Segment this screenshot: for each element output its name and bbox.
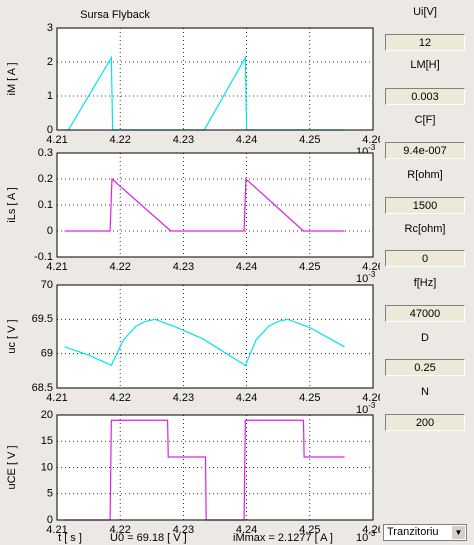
field-input[interactable]: 200 bbox=[385, 414, 465, 431]
field-label: C[F] bbox=[414, 114, 436, 126]
y-tick-label: 70 bbox=[41, 279, 53, 291]
x-axis-label: t [ s ] bbox=[58, 532, 82, 544]
y-tick-label: 1 bbox=[47, 90, 53, 102]
x-tick-label: 4.24 bbox=[236, 261, 257, 273]
x-tick-label: 4.25 bbox=[299, 392, 320, 404]
x-tick-label: 4.22 bbox=[109, 524, 130, 536]
x-tick-label: 4.24 bbox=[236, 134, 257, 146]
plots: 4.21 4.22 4.23 4.24 4.25 4.26 0 1 2 3 iM [ A ] Surs… bbox=[6, 9, 380, 544]
field-label: N bbox=[421, 386, 429, 398]
y-tick-label: 0 bbox=[47, 514, 53, 526]
y-axis-label: iM [ A ] bbox=[6, 62, 18, 95]
y-tick-label: 0 bbox=[47, 124, 53, 136]
y-axis-label: iLs [ A ] bbox=[6, 187, 18, 222]
field-input[interactable]: 47000 bbox=[385, 305, 465, 322]
y-tick-label: 0.2 bbox=[38, 173, 53, 185]
x-tick-label: 4.22 bbox=[109, 134, 130, 146]
immax-readout: iMmax = 2.1277 [ A ] bbox=[233, 532, 333, 544]
y-tick-label: 0.1 bbox=[38, 199, 53, 211]
x-tick-label: 4.21 bbox=[46, 261, 67, 273]
x-tick-label: 4.21 bbox=[46, 392, 67, 404]
x-tick-label: 4.26 bbox=[362, 524, 380, 536]
y-tick-label: 69.5 bbox=[32, 313, 53, 325]
x-tick-label: 4.23 bbox=[173, 392, 194, 404]
offset-base: 10 bbox=[356, 404, 368, 416]
x-tick-label: 4.24 bbox=[236, 524, 257, 536]
field-input[interactable]: 0.25 bbox=[385, 359, 465, 376]
axes-background bbox=[57, 28, 373, 130]
axes-background bbox=[57, 285, 373, 388]
offset-power: -3 bbox=[368, 270, 376, 279]
y-tick-label: 5 bbox=[47, 488, 53, 500]
x-tick-label: 4.26 bbox=[362, 134, 380, 146]
x-tick-label: 4.26 bbox=[362, 392, 380, 404]
y-tick-label: 0 bbox=[47, 225, 53, 237]
y-tick-label: 20 bbox=[41, 409, 53, 421]
x-tick-label: 4.23 bbox=[173, 524, 194, 536]
field-label: f[Hz] bbox=[413, 277, 437, 289]
field-label: LM[H] bbox=[410, 59, 440, 71]
y-axis-label: uc [ V ] bbox=[6, 319, 18, 353]
y-tick-label: 15 bbox=[41, 435, 53, 447]
y-tick-label: 2 bbox=[47, 56, 53, 68]
field-input[interactable]: 9.4e-007 bbox=[385, 142, 465, 159]
x-offset-label: 10-3 bbox=[356, 270, 376, 285]
x-tick-label: 4.22 bbox=[109, 261, 130, 273]
data-line bbox=[64, 419, 345, 521]
field-label: Rc[ohm] bbox=[404, 223, 446, 235]
y-tick-label: 10 bbox=[41, 461, 53, 473]
y-tick-label: 69 bbox=[41, 348, 53, 360]
y-tick-label: 3 bbox=[47, 22, 53, 34]
offset-power: -3 bbox=[368, 529, 376, 538]
axes-frame bbox=[56, 284, 374, 389]
x-tick-label: 4.23 bbox=[173, 134, 194, 146]
u0-readout: U0 = 69.18 [ V ] bbox=[110, 532, 187, 544]
data-line bbox=[64, 318, 345, 367]
axes-frame bbox=[56, 27, 374, 131]
field-label: D bbox=[421, 332, 429, 344]
x-tick-label: 4.22 bbox=[109, 392, 130, 404]
data-line bbox=[64, 177, 345, 232]
x-tick-label: 4.21 bbox=[46, 524, 67, 536]
x-tick-label: 4.25 bbox=[299, 261, 320, 273]
x-tick-label: 4.21 bbox=[46, 134, 67, 146]
x-tick-label: 4.26 bbox=[362, 261, 380, 273]
offset-power: -3 bbox=[368, 401, 376, 410]
x-offset-label: 10-3 bbox=[356, 529, 376, 544]
offset-base: 10 bbox=[356, 532, 368, 544]
field-label: Ui[V] bbox=[413, 6, 437, 18]
y-tick-label: -0.1 bbox=[34, 251, 53, 263]
x-tick-label: 4.25 bbox=[299, 524, 320, 536]
chart-title: Sursa Flyback bbox=[80, 9, 150, 21]
field-label: R[ohm] bbox=[407, 169, 443, 181]
axes-frame bbox=[56, 414, 374, 521]
field-input[interactable]: 0.003 bbox=[385, 88, 465, 105]
dropdown-text: Tranzitoriu bbox=[387, 526, 439, 538]
x-tick-label: 4.25 bbox=[299, 134, 320, 146]
y-tick-label: 68.5 bbox=[32, 382, 53, 394]
offset-power: -3 bbox=[368, 143, 376, 152]
field-input[interactable]: 1500 bbox=[385, 197, 465, 214]
offset-base: 10 bbox=[356, 273, 368, 285]
x-tick-label: 4.24 bbox=[236, 392, 257, 404]
dropdown-arrow[interactable]: ▼ bbox=[452, 526, 465, 539]
mode-dropdown[interactable]: Tranzitoriu ▼ bbox=[383, 524, 467, 541]
x-tick-label: 4.23 bbox=[173, 261, 194, 273]
y-axis-label: uCE [ V ] bbox=[6, 445, 18, 489]
field-input[interactable]: 12 bbox=[385, 34, 465, 51]
x-offset-label: 10-3 bbox=[356, 401, 376, 416]
axes-frame bbox=[56, 152, 374, 258]
y-tick-label: 0.3 bbox=[38, 147, 53, 159]
field-input[interactable]: 0 bbox=[385, 250, 465, 267]
